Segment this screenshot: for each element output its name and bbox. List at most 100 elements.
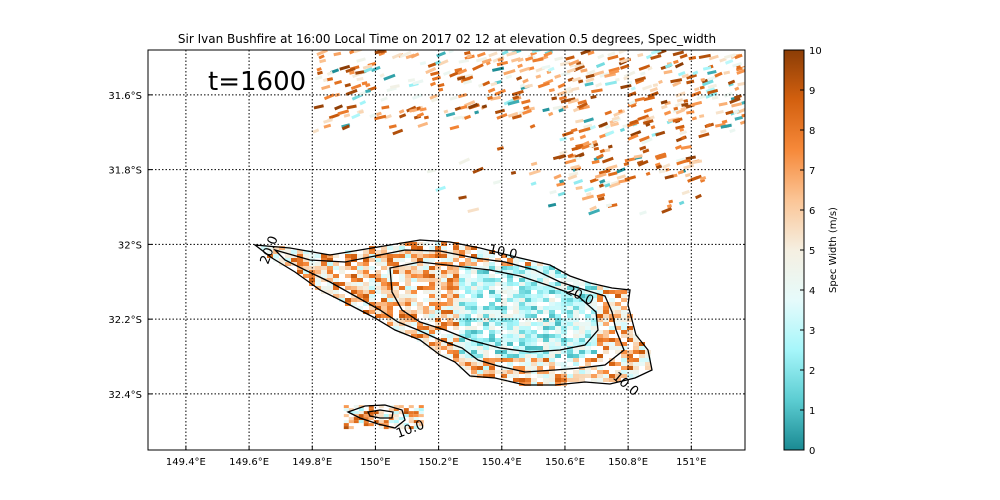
radar-cell — [564, 158, 577, 165]
radar-cell — [679, 130, 688, 136]
radar-cell — [477, 290, 483, 294]
radar-cell — [399, 314, 405, 318]
radar-cell — [501, 262, 507, 266]
radar-cell — [435, 246, 441, 250]
radar-cell — [537, 354, 543, 358]
radar-cell — [423, 290, 429, 294]
radar-cell — [603, 306, 609, 310]
radar-cell — [566, 67, 576, 74]
radar-cell — [567, 174, 578, 181]
radar-cell — [621, 342, 627, 346]
radar-cell — [369, 282, 375, 286]
radar-cell — [411, 246, 417, 250]
radar-cell — [729, 128, 736, 134]
radar-cell — [355, 69, 367, 75]
radar-cell — [408, 420, 414, 424]
radar-cell — [537, 310, 543, 314]
radar-cell — [573, 310, 579, 314]
radar-cell — [672, 59, 679, 65]
radar-cell — [603, 302, 609, 306]
radar-cell — [453, 278, 459, 282]
radar-cell — [495, 358, 501, 362]
radar-cell — [441, 242, 447, 246]
radar-cell — [357, 278, 363, 282]
radar-cell — [615, 346, 621, 350]
radar-cell — [573, 342, 579, 346]
radar-cell — [477, 314, 483, 318]
radar-cell — [525, 318, 531, 322]
radar-cell — [321, 262, 327, 266]
radar-cell — [519, 354, 525, 358]
radar-cell — [683, 99, 689, 103]
radar-cell — [388, 414, 394, 418]
radar-cell — [441, 346, 447, 350]
radar-cell — [477, 338, 483, 342]
radar-cell — [387, 254, 393, 258]
radar-cell — [303, 258, 309, 262]
radar-cell — [369, 302, 375, 306]
radar-cell — [642, 119, 654, 125]
radar-cell — [519, 314, 525, 318]
radar-cell — [663, 69, 673, 75]
radar-cell — [608, 69, 620, 75]
radar-cell — [465, 358, 471, 362]
radar-cell — [525, 346, 531, 350]
radar-cell — [573, 318, 579, 322]
radar-cell — [489, 274, 495, 278]
radar-cell — [578, 79, 584, 84]
radar-cell — [393, 266, 399, 270]
radar-cell — [413, 420, 419, 424]
radar-cell — [643, 95, 655, 102]
radar-cell — [645, 54, 653, 60]
radar-cell — [489, 338, 495, 342]
radar-cell — [579, 294, 585, 298]
radar-cell — [507, 342, 513, 346]
radar-cell — [549, 358, 555, 362]
radar-cell — [677, 169, 685, 175]
radar-cell — [591, 338, 597, 342]
radar-cell — [581, 194, 594, 201]
radar-cell — [627, 133, 639, 141]
radar-cell — [351, 266, 357, 270]
radar-cell — [579, 370, 585, 374]
radar-cell — [525, 306, 531, 310]
radar-cell — [543, 294, 549, 298]
radar-cell — [405, 298, 411, 302]
radar-cell — [549, 334, 555, 338]
radar-cell — [645, 122, 651, 127]
radar-cell — [513, 370, 519, 374]
radar-cell — [328, 113, 340, 120]
radar-cell — [543, 270, 549, 274]
contour-line-inner — [272, 248, 625, 373]
radar-cell — [543, 310, 549, 314]
radar-cell — [513, 282, 519, 286]
radar-cell — [357, 262, 363, 266]
radar-cell — [393, 408, 399, 412]
radar-cell — [429, 254, 435, 258]
radar-cell — [463, 114, 472, 120]
radar-cell — [447, 302, 453, 306]
radar-cell — [411, 258, 417, 262]
radar-cell — [303, 266, 309, 270]
radar-cell — [383, 426, 389, 430]
radar-cell — [375, 286, 381, 290]
radar-cell — [387, 290, 393, 294]
radar-cell — [652, 83, 659, 88]
radar-cell — [567, 286, 573, 290]
radar-cell — [573, 354, 579, 358]
radar-cell — [375, 310, 381, 314]
radar-cell — [453, 115, 463, 121]
radar-cell — [375, 306, 381, 310]
radar-cell — [429, 266, 435, 270]
radar-cell — [615, 322, 621, 326]
radar-cell — [621, 370, 627, 374]
radar-cell — [642, 148, 650, 154]
radar-cell — [525, 374, 531, 378]
radar-cell — [321, 286, 327, 290]
radar-cell — [513, 354, 519, 358]
radar-cell — [593, 70, 605, 77]
radar-cell — [261, 246, 267, 250]
radar-cell — [645, 171, 651, 176]
radar-cell — [615, 290, 621, 294]
radar-cell — [356, 77, 364, 82]
